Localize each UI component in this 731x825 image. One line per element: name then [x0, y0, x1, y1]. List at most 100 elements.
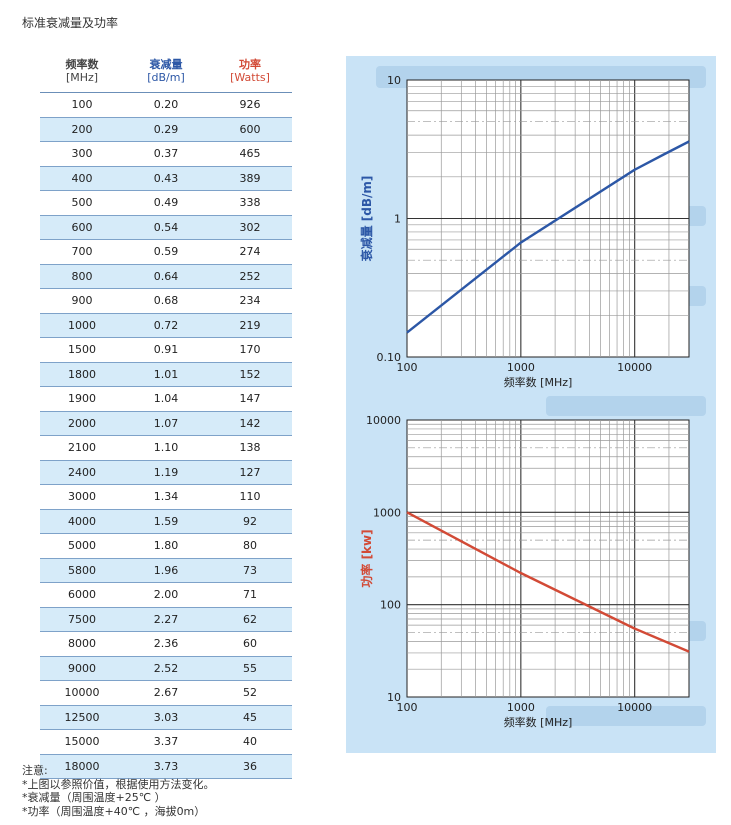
cell-power: 45: [243, 710, 257, 724]
data-line: [406, 511, 690, 653]
cell-power: 36: [243, 759, 257, 773]
cell-frequency: 9000: [68, 661, 96, 675]
cell-frequency: 1900: [68, 392, 96, 405]
cell-power: 73: [243, 563, 257, 577]
table-header: 频率数 [MHz] 衰减量 [dB/m] 功率 [Watts]: [40, 56, 292, 93]
table-row: 100 0.20 926: [40, 93, 292, 118]
x-axis-label: 频率数 [MHz]: [504, 715, 573, 729]
table-row: 2100 1.10 138: [40, 436, 292, 461]
table-row: 6000 2.00 71: [40, 583, 292, 608]
cell-frequency: 6000: [68, 588, 96, 601]
x-tick-label: 1000: [507, 701, 535, 714]
cell-power: 338: [239, 196, 261, 209]
cell-attenuation: 1.19: [153, 465, 179, 479]
table-row: 600 0.54 302: [40, 215, 292, 240]
note-line: *功率（周围温度+40℃ ，海拔0m）: [22, 804, 206, 818]
x-tick-label: 10000: [617, 701, 652, 714]
panel-shading: [546, 706, 706, 726]
cell-power: 138: [239, 441, 261, 454]
cell-power: 62: [243, 612, 257, 626]
cell-attenuation: 0.29: [153, 122, 179, 136]
table-row: 9000 2.52 55: [40, 656, 292, 681]
header-attenuation-name: 衰减量: [149, 58, 183, 71]
table-row: 200 0.29 600: [40, 117, 292, 142]
cell-power: 147: [239, 392, 261, 405]
cell-attenuation: 1.59: [153, 514, 179, 528]
cell-attenuation: 3.73: [153, 759, 179, 773]
table-body: 100 0.20 926 200 0.29 600 300 0.37 465 400 0.43 389…: [40, 93, 292, 779]
cell-frequency: 2400: [68, 465, 96, 479]
header-frequency-unit: [MHz]: [65, 71, 99, 84]
cell-power: 219: [239, 318, 261, 332]
header-power: 功率 [Watts]: [208, 58, 292, 84]
x-tick-label: 100: [397, 361, 418, 374]
cell-frequency: 200: [71, 122, 93, 136]
cell-attenuation: 1.04: [153, 392, 179, 405]
table-row: 7500 2.27 62: [40, 607, 292, 632]
cell-attenuation: 1.07: [153, 416, 179, 430]
table-row: 2400 1.19 127: [40, 460, 292, 485]
table-row: 1900 1.04 147: [40, 387, 292, 412]
y-tick-label: 0.10: [377, 351, 402, 364]
cell-power: 274: [239, 245, 261, 258]
spec-table: 频率数 [MHz] 衰减量 [dB/m] 功率 [Watts] 100 0.20 9…: [40, 56, 292, 779]
note-line: *衰减量（周围温度+25℃ ）: [22, 791, 166, 804]
cell-power: 302: [239, 220, 261, 234]
cell-frequency: 7500: [68, 612, 96, 626]
plot-area: [406, 419, 690, 698]
cell-power: 252: [239, 269, 261, 283]
cell-frequency: 800: [71, 269, 93, 283]
cell-attenuation: 1.01: [153, 367, 179, 381]
cell-attenuation: 0.72: [153, 318, 179, 332]
cell-frequency: 2000: [68, 416, 96, 430]
cell-power: 92: [243, 514, 257, 528]
cell-attenuation: 2.67: [153, 686, 179, 699]
table-row: 4000 1.59 92: [40, 509, 292, 534]
cell-attenuation: 0.37: [153, 147, 179, 160]
header-attenuation-unit: [dB/m]: [147, 71, 185, 84]
cell-power: 234: [239, 294, 261, 307]
cell-attenuation: 3.03: [153, 710, 179, 724]
y-axis-label: 功率 [kw]: [359, 529, 374, 587]
y-tick-label: 100: [380, 599, 401, 612]
cell-power: 60: [243, 637, 257, 650]
cell-frequency: 8000: [68, 637, 96, 650]
cell-frequency: 100: [71, 98, 93, 111]
cell-frequency: 18000: [64, 759, 100, 773]
cell-power: 80: [243, 539, 257, 552]
cell-attenuation: 0.43: [153, 171, 179, 185]
y-tick-label: 10000: [366, 414, 401, 427]
table-row: 1800 1.01 152: [40, 362, 292, 387]
cell-frequency: 5000: [68, 539, 96, 552]
table-row: 500 0.49 338: [40, 191, 292, 216]
cell-frequency: 600: [71, 220, 93, 234]
y-tick-label: 10: [387, 74, 401, 87]
header-frequency: 频率数 [MHz]: [40, 58, 124, 84]
note-line: *上图以参照价值，根据使用方法变化。: [22, 777, 215, 791]
notes-heading: 注意:: [22, 764, 48, 777]
y-tick-label: 10: [387, 691, 401, 704]
cell-frequency: 400: [71, 171, 93, 185]
cell-attenuation: 0.68: [153, 294, 179, 307]
cell-power: 170: [239, 343, 261, 356]
x-tick-label: 10000: [617, 361, 652, 374]
cell-frequency: 1800: [68, 367, 96, 381]
cell-frequency: 3000: [68, 490, 96, 503]
cell-power: 926: [239, 98, 261, 111]
cell-attenuation: 1.34: [153, 490, 179, 503]
x-axis-label: 频率数 [MHz]: [504, 375, 573, 389]
cell-power: 152: [239, 367, 261, 381]
table-row: 2000 1.07 142: [40, 411, 292, 436]
cell-power: 40: [243, 735, 257, 748]
header-frequency-name: 频率数: [65, 58, 99, 71]
table-row: 300 0.37 465: [40, 142, 292, 167]
cell-attenuation: 0.59: [153, 245, 179, 258]
table-row: 5800 1.96 73: [40, 558, 292, 583]
cell-attenuation: 0.54: [153, 220, 179, 234]
cell-attenuation: 1.10: [153, 441, 179, 454]
notes: 注意: *上图以参照价值，根据使用方法变化。 *衰减量（周围温度+25℃ ） *…: [22, 764, 215, 818]
table-row: 18000 3.73 36: [40, 754, 292, 779]
cell-power: 110: [239, 490, 261, 503]
header-power-unit: [Watts]: [230, 71, 270, 84]
